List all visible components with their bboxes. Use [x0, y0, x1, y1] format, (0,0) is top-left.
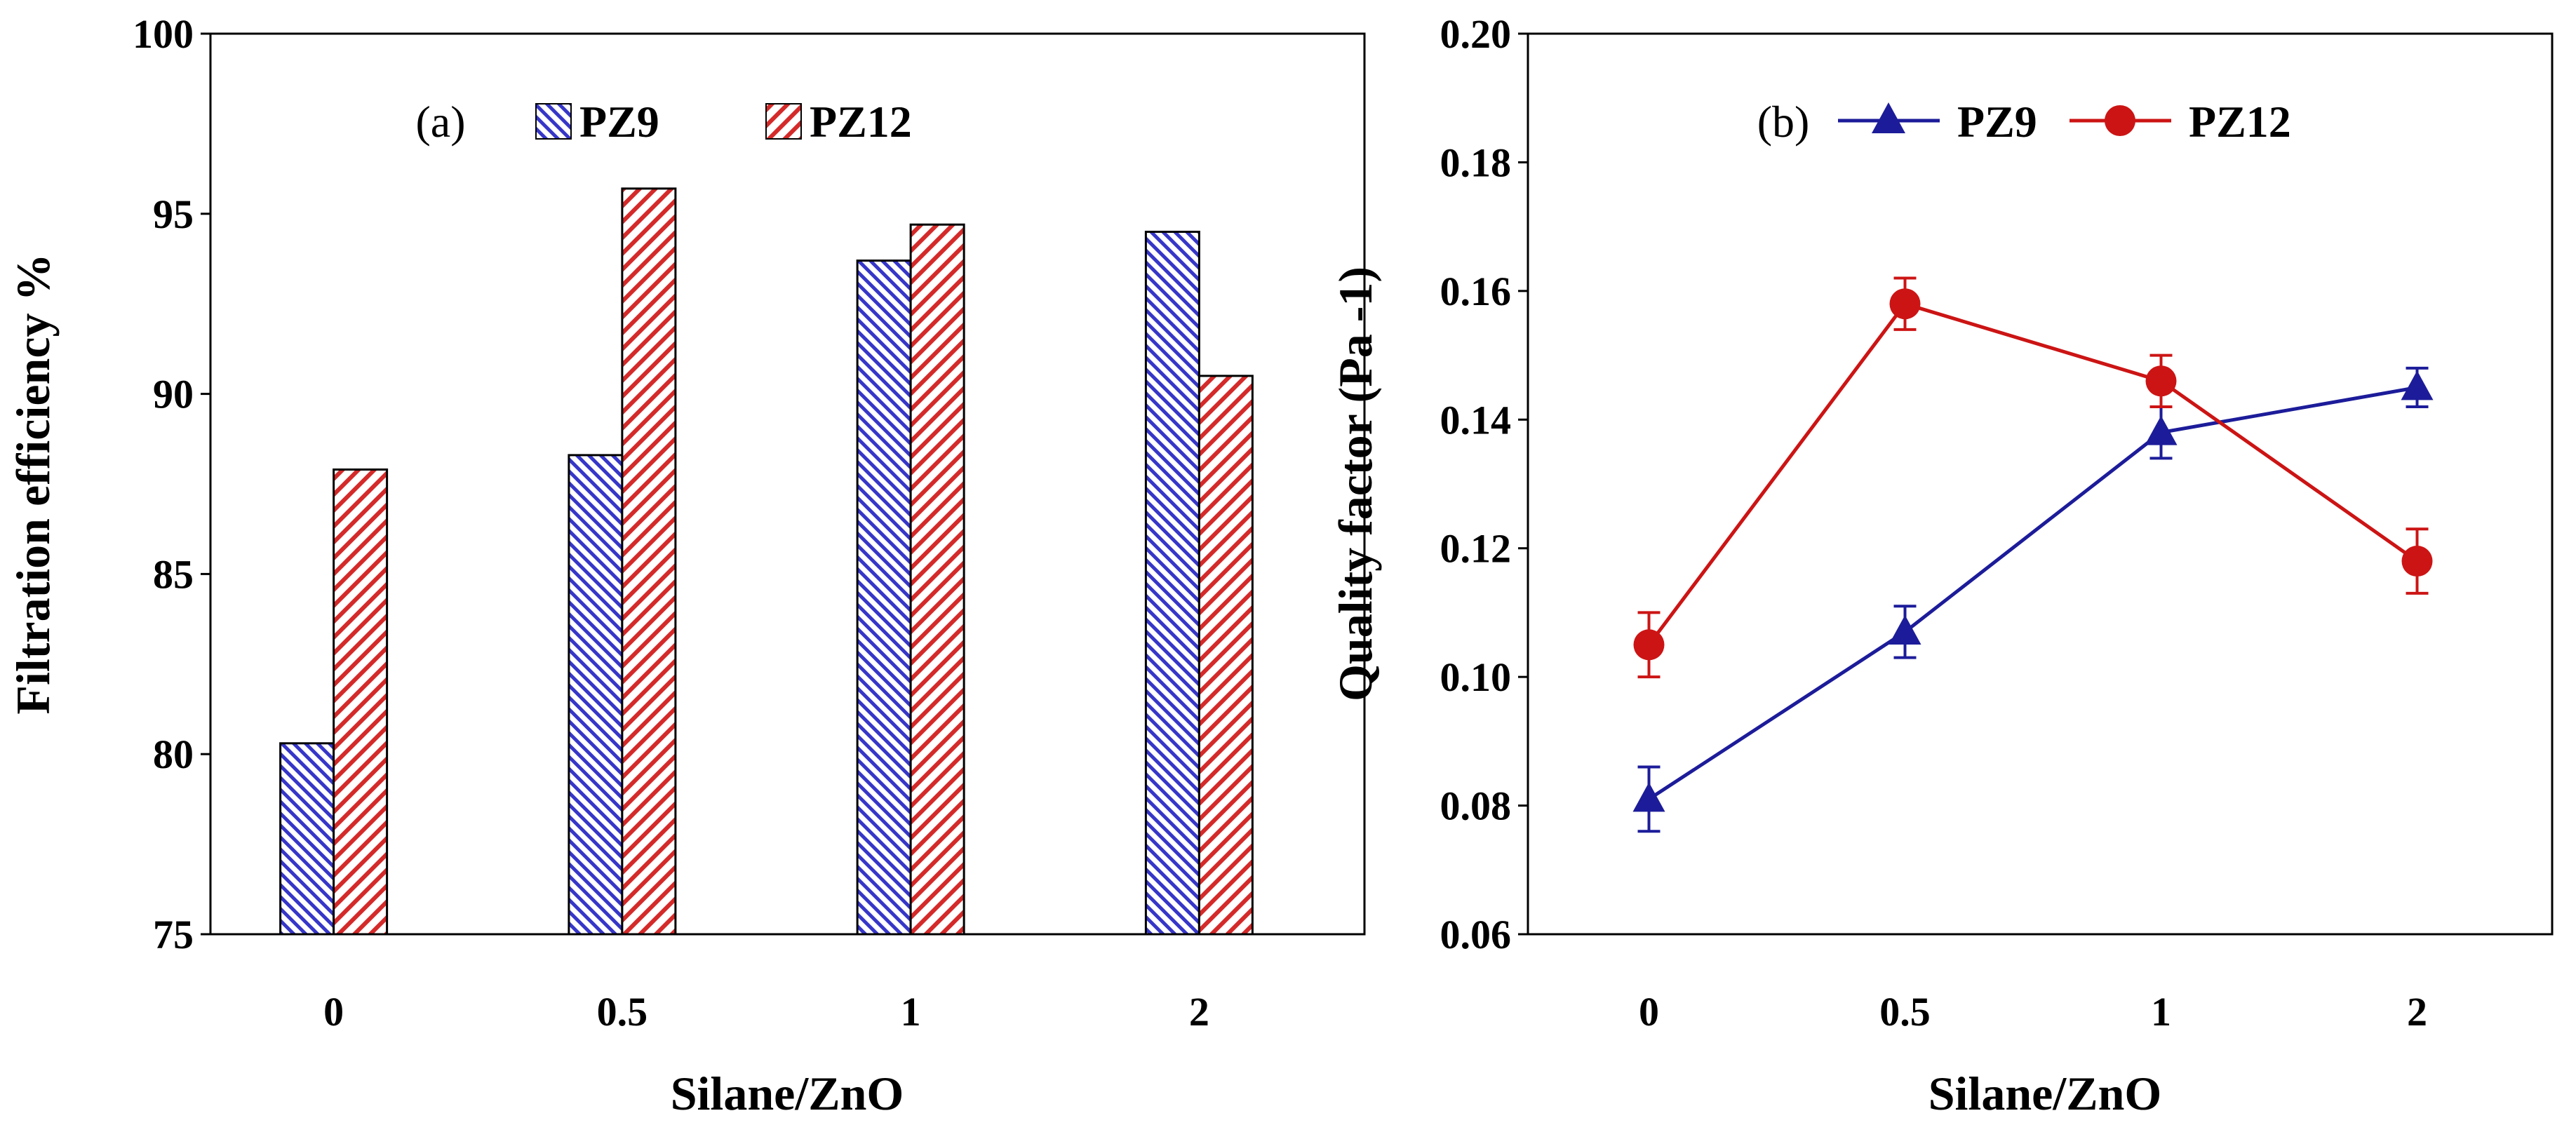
x-tick-label: 0.5 [1879, 989, 1931, 1035]
y-tick-label: 0.20 [1440, 11, 1512, 57]
y-tick-label: 0.14 [1440, 397, 1512, 443]
panel-a-y-axis-title: Filtration efficiency % [6, 253, 60, 714]
y-tick-label: 75 [153, 912, 194, 957]
point-pz12-0 [1633, 629, 1665, 661]
bar-pz12-2 [1198, 375, 1254, 936]
point-pz9-0 [1632, 782, 1665, 812]
x-tick-label: 0 [323, 989, 344, 1035]
point-pz9-2 [2401, 370, 2434, 400]
x-tick-label: 0.5 [597, 989, 648, 1035]
bar-pz9-0.5 [568, 454, 624, 936]
y-tick-label: 95 [153, 191, 194, 237]
point-pz9-0.5 [1889, 614, 1921, 645]
x-tick-label: 1 [2151, 989, 2171, 1035]
legend-marker-pz12-circle [2105, 105, 2135, 136]
legend-label-pz12-b: PZ12 [2189, 97, 2291, 147]
y-tick-label: 100 [133, 11, 194, 57]
panel-b-y-ticks: 0.06 0.08 0.10 0.12 0.14 0.16 0.18 0.20 [1440, 11, 1528, 957]
bar-pz9-0 [279, 742, 335, 936]
point-pz12-1 [2145, 365, 2177, 397]
panel-b-x-ticks: 0 0.5 1 2 [1639, 989, 2427, 1035]
panel-b-line-chart: (b) PZ9 PZ12 0.06 0.08 0.10 0.12 0.14 0.16 0.1… [1329, 11, 2554, 1120]
panel-a-legend: PZ9 PZ12 [535, 97, 912, 147]
bar-pz12-0 [333, 468, 389, 936]
y-tick-label: 0.12 [1440, 526, 1512, 572]
y-tick-label: 85 [153, 551, 194, 597]
x-tick-label: 1 [901, 989, 921, 1035]
legend-swatch-pz9 [535, 103, 572, 140]
y-tick-label: 80 [153, 732, 194, 777]
y-tick-label: 0.06 [1440, 912, 1512, 957]
panel-a-y-ticks: 75 80 85 90 95 100 [133, 11, 210, 957]
panel-b-x-axis-title: Silane/ZnO [1928, 1067, 2162, 1120]
panel-a-bars [279, 187, 1254, 936]
panel-a-bar-chart: (a) PZ9 PZ12 75 80 85 90 95 100 0 0.5 1 2 Silane… [6, 11, 1366, 1120]
point-pz12-0.5 [1889, 288, 1921, 320]
panel-a-plot-frame [209, 32, 1366, 936]
bar-pz12-1 [909, 223, 965, 936]
bar-pz9-1 [856, 260, 912, 936]
panel-b-legend: PZ9 PZ12 [1838, 97, 2291, 147]
series-line-pz9 [1648, 385, 2417, 801]
bar-pz12-0.5 [621, 187, 677, 936]
x-tick-label: 2 [2407, 989, 2427, 1035]
panel-a-x-ticks: 0 0.5 1 2 [323, 989, 1209, 1035]
legend-label-pz9: PZ9 [579, 97, 659, 147]
series-line-pz12 [1647, 302, 2418, 646]
y-tick-label: 0.08 [1440, 783, 1512, 829]
legend-swatch-pz12 [765, 103, 802, 140]
panel-b-plot-frame [1527, 32, 2554, 936]
point-pz9-1 [2145, 415, 2178, 445]
x-tick-label: 2 [1189, 989, 1209, 1035]
x-tick-label: 0 [1639, 989, 1659, 1035]
point-pz12-2 [2401, 546, 2433, 577]
legend-label-pz12: PZ12 [810, 97, 912, 147]
panel-a-tag: (a) [415, 97, 465, 147]
legend-label-pz9-b: PZ9 [1957, 97, 2037, 147]
y-tick-label: 0.10 [1440, 654, 1512, 700]
panel-b-series [1632, 276, 2434, 833]
panel-b-y-axis-title: Quality factor (Pa -1) [1329, 267, 1382, 701]
y-tick-label: 0.18 [1440, 140, 1512, 185]
y-tick-label: 0.16 [1440, 269, 1512, 314]
panel-b-tag: (b) [1757, 97, 1810, 147]
legend-marker-pz9-triangle [1872, 102, 1905, 133]
bar-pz9-2 [1144, 230, 1200, 936]
panel-a-x-axis-title: Silane/ZnO [671, 1067, 904, 1120]
y-tick-label: 90 [153, 372, 194, 417]
